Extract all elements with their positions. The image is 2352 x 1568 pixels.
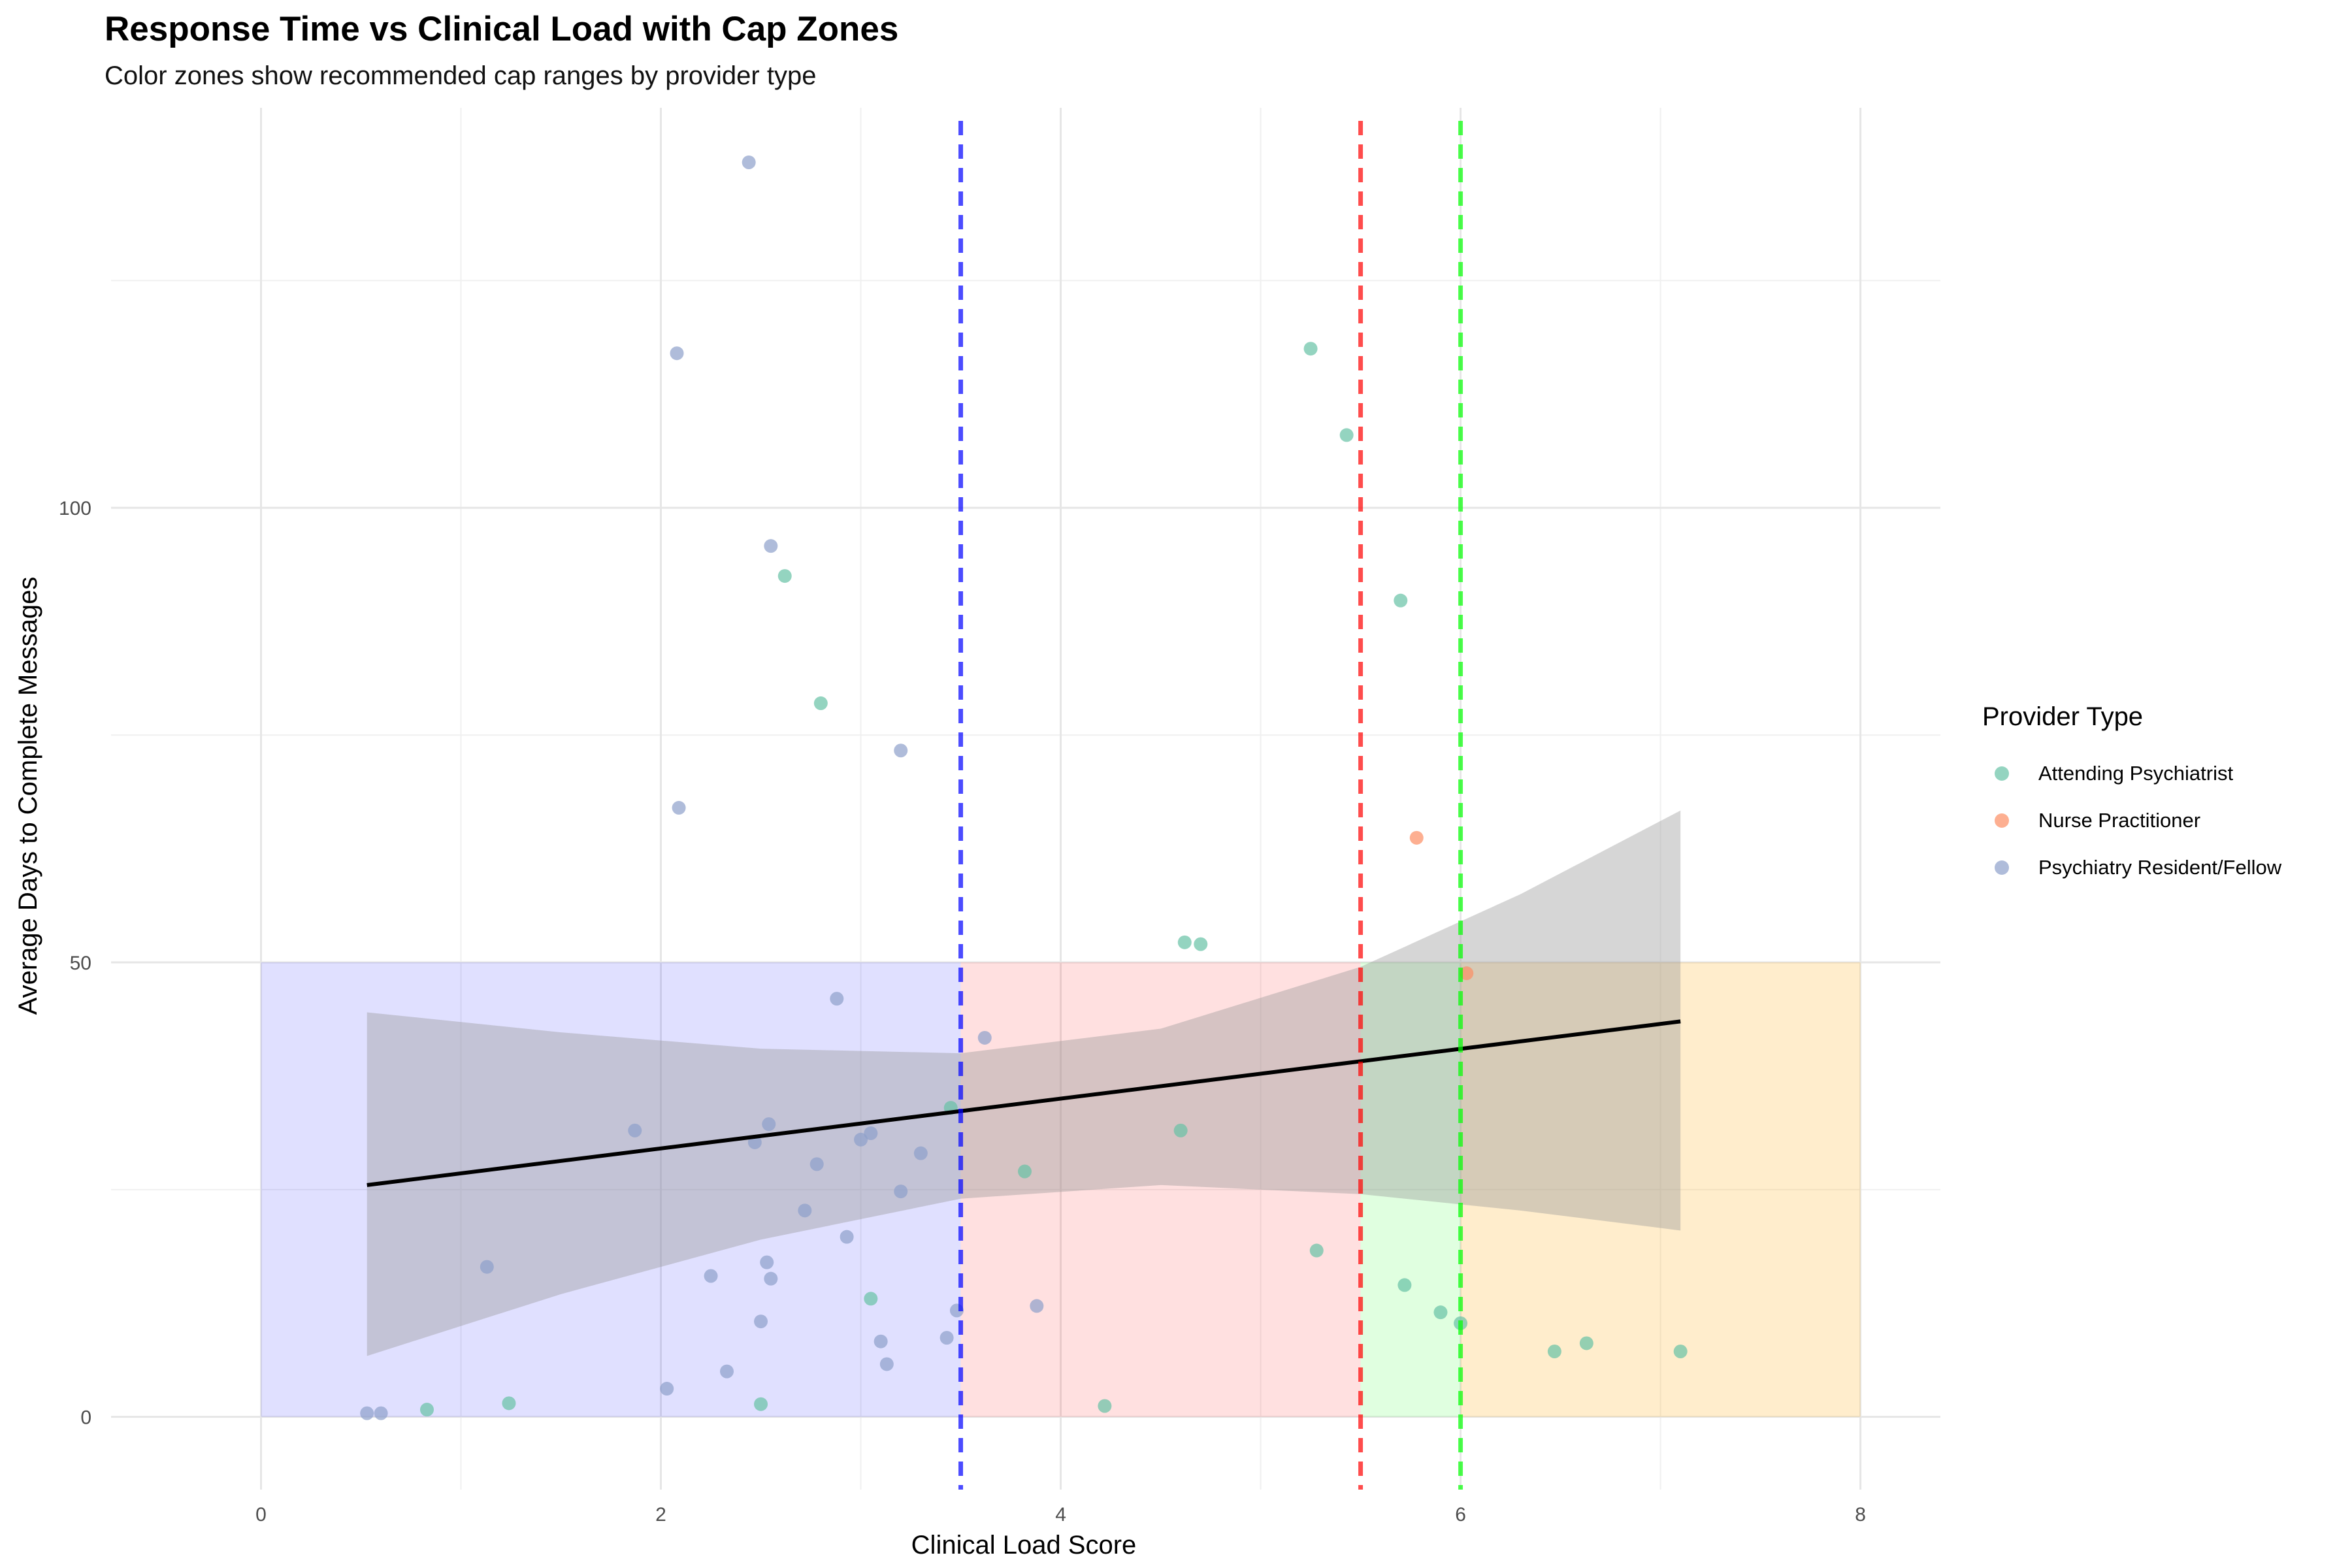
point-psychiatry-resident-fellow xyxy=(670,346,684,361)
cap-lines xyxy=(958,121,1463,1490)
point-psychiatry-resident-fellow xyxy=(977,1030,992,1045)
point-psychiatry-resident-fellow xyxy=(894,743,908,758)
point-nurse-practitioner xyxy=(1460,966,1474,981)
cap-zones xyxy=(261,962,1861,1417)
point-psychiatry-resident-fellow xyxy=(764,1271,778,1286)
point-nurse-practitioner xyxy=(1409,830,1424,845)
point-attending-psychiatrist xyxy=(1547,1345,1561,1358)
point-attending-psychiatrist xyxy=(1194,937,1208,951)
legend-dot-attending xyxy=(1995,766,2009,781)
point-attending-psychiatrist xyxy=(1673,1345,1688,1358)
point-psychiatry-resident-fellow xyxy=(879,1357,894,1371)
data-points xyxy=(360,155,1688,1420)
cap-zone xyxy=(960,962,1361,1417)
chart-title: Response Time vs Clinical Load with Cap … xyxy=(105,10,899,48)
confidence-interval-band xyxy=(367,810,1681,1356)
cap-zone xyxy=(261,962,961,1417)
point-attending-psychiatrist xyxy=(864,1292,878,1306)
point-psychiatry-resident-fellow xyxy=(628,1123,642,1137)
y-tick-label: 0 xyxy=(80,1407,91,1429)
point-psychiatry-resident-fellow xyxy=(480,1260,494,1274)
point-psychiatry-resident-fellow xyxy=(809,1157,824,1171)
point-psychiatry-resident-fellow xyxy=(360,1406,374,1420)
legend-dot-resident xyxy=(1995,860,2009,875)
point-psychiatry-resident-fellow xyxy=(874,1334,888,1348)
legend-item-attending: Attending Psychiatrist xyxy=(1982,750,2335,797)
point-psychiatry-resident-fellow xyxy=(374,1406,388,1420)
confidence-band xyxy=(367,810,1681,1356)
legend-key-resident xyxy=(1982,848,2021,887)
point-psychiatry-resident-fellow xyxy=(864,1126,878,1141)
point-attending-psychiatrist xyxy=(1339,428,1354,442)
x-tick-label: 6 xyxy=(1455,1504,1466,1526)
legend: Provider Type Attending Psychiatrist Nur… xyxy=(1982,702,2335,891)
point-psychiatry-resident-fellow xyxy=(894,1184,908,1199)
legend-label-nurse-practitioner: Nurse Practitioner xyxy=(2038,809,2201,832)
point-psychiatry-resident-fellow xyxy=(913,1146,928,1160)
point-psychiatry-resident-fellow xyxy=(764,539,778,553)
point-attending-psychiatrist xyxy=(1098,1399,1112,1413)
point-psychiatry-resident-fellow xyxy=(762,1117,776,1132)
x-tick-label: 2 xyxy=(655,1504,666,1526)
legend-item-nurse-practitioner: Nurse Practitioner xyxy=(1982,797,2335,844)
point-psychiatry-resident-fellow xyxy=(840,1230,854,1244)
point-psychiatry-resident-fellow xyxy=(720,1364,734,1379)
point-attending-psychiatrist xyxy=(1173,1123,1188,1137)
point-attending-psychiatrist xyxy=(754,1397,768,1411)
point-attending-psychiatrist xyxy=(419,1403,434,1417)
minor-gridlines xyxy=(111,108,1940,1490)
legend-item-resident: Psychiatry Resident/Fellow xyxy=(1982,844,2335,891)
legend-title: Provider Type xyxy=(1982,702,2144,731)
point-attending-psychiatrist xyxy=(1177,935,1192,949)
point-psychiatry-resident-fellow xyxy=(1030,1299,1044,1313)
point-psychiatry-resident-fellow xyxy=(760,1255,774,1269)
y-tick-label: 100 xyxy=(59,498,91,519)
legend-key-attending xyxy=(1982,754,2021,793)
point-attending-psychiatrist xyxy=(813,696,828,710)
point-attending-psychiatrist xyxy=(502,1396,516,1411)
point-psychiatry-resident-fellow xyxy=(830,992,844,1006)
point-attending-psychiatrist xyxy=(1309,1243,1324,1258)
point-attending-psychiatrist xyxy=(1579,1336,1593,1350)
legend-key-nurse-practitioner xyxy=(1982,801,2021,840)
point-psychiatry-resident-fellow xyxy=(798,1203,812,1218)
x-axis-title: Clinical Load Score xyxy=(911,1531,1137,1560)
legend-label-resident: Psychiatry Resident/Fellow xyxy=(2038,856,2282,879)
point-psychiatry-resident-fellow xyxy=(704,1269,718,1283)
x-axis-ticks: 0 2 4 6 8 xyxy=(255,1504,1866,1526)
point-attending-psychiatrist xyxy=(777,569,792,583)
cap-zone xyxy=(1360,962,1461,1417)
legend-dot-nurse-practitioner xyxy=(1995,813,2009,828)
point-attending-psychiatrist xyxy=(1433,1305,1448,1320)
point-attending-psychiatrist xyxy=(1303,342,1318,356)
legend-label-attending: Attending Psychiatrist xyxy=(2038,762,2234,785)
x-tick-label: 4 xyxy=(1055,1504,1066,1526)
y-tick-label: 50 xyxy=(70,953,91,974)
chart-subtitle: Color zones show recommended cap ranges … xyxy=(105,61,817,90)
point-psychiatry-resident-fellow xyxy=(742,155,756,169)
y-axis-ticks: 0 50 100 xyxy=(59,498,91,1428)
point-attending-psychiatrist xyxy=(1394,593,1408,608)
x-tick-label: 0 xyxy=(255,1504,267,1526)
cap-zone xyxy=(1460,962,1861,1417)
point-psychiatry-resident-fellow xyxy=(754,1315,768,1329)
point-attending-psychiatrist xyxy=(1397,1278,1412,1292)
point-psychiatry-resident-fellow xyxy=(660,1382,674,1396)
point-attending-psychiatrist xyxy=(1017,1164,1032,1179)
x-tick-label: 8 xyxy=(1855,1504,1866,1526)
point-psychiatry-resident-fellow xyxy=(854,1132,868,1147)
point-psychiatry-resident-fellow xyxy=(939,1331,954,1345)
point-psychiatry-resident-fellow xyxy=(672,800,686,815)
y-axis-title: Average Days to Complete Messages xyxy=(14,577,42,1015)
